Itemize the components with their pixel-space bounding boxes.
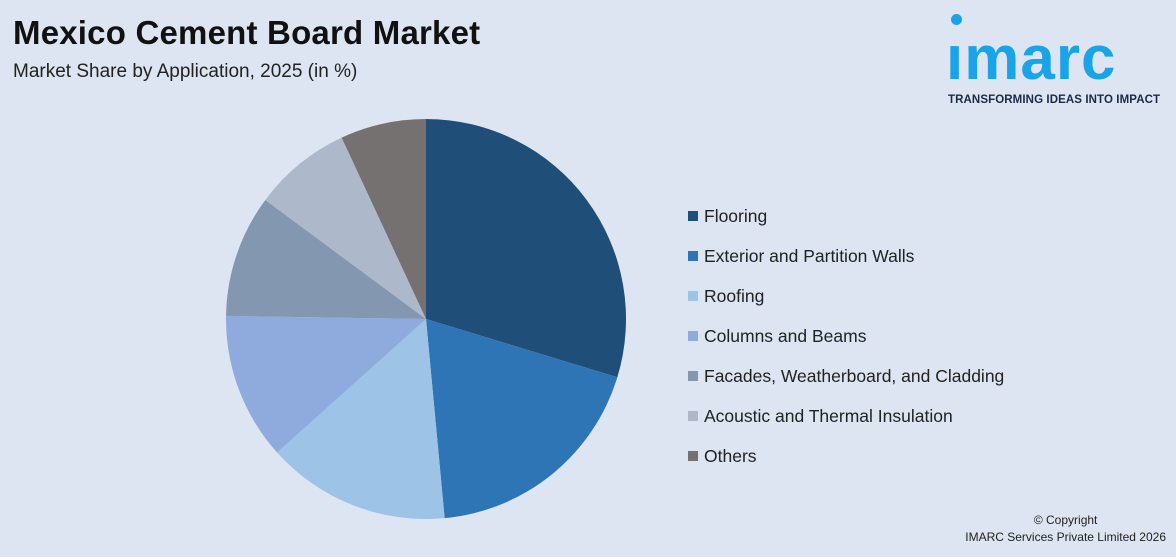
logo-dot-cover [949,32,967,46]
imarc-logo: imarc TRANSFORMING IDEAS INTO IMPACT [946,10,1172,110]
legend-item: Columns and Beams [688,316,1004,356]
legend-label: Roofing [704,285,765,306]
legend-swatch [688,451,698,461]
legend-label: Acoustic and Thermal Insulation [704,405,953,426]
pie-slice-flooring [426,119,626,378]
legend-label: Facades, Weatherboard, and Cladding [704,365,1005,386]
legend-swatch [688,371,698,381]
copyright-notice: © Copyright IMARC Services Private Limit… [965,512,1166,546]
pie-slice-columns-and-beams [226,315,426,453]
legend-item: Others [688,436,1004,476]
pie-slice-facades-weatherboard-and-cladding [226,199,426,319]
chart-legend: Flooring Exterior and Partition Walls Roof… [688,196,1004,476]
logo-wordmark: imarc [946,24,1117,93]
legend-label: Others [704,445,757,466]
legend-swatch [688,331,698,341]
logo-dot-icon [951,14,962,25]
legend-swatch [688,291,698,301]
chart-title: Mexico Cement Board Market [13,14,481,51]
pie-chart [226,119,626,519]
logo-tagline: TRANSFORMING IDEAS INTO IMPACT [948,94,1161,106]
pie-slice-roofing [277,319,445,519]
legend-swatch [688,411,698,421]
legend-label: Columns and Beams [704,325,867,346]
legend-item: Roofing [688,276,1004,316]
legend-item: Facades, Weatherboard, and Cladding [688,356,1004,396]
legend-item: Acoustic and Thermal Insulation [688,396,1004,436]
legend-item: Flooring [688,196,1004,236]
legend-item: Exterior and Partition Walls [688,236,1004,276]
pie-slice-exterior-and-partition-walls [426,319,618,519]
legend-swatch [688,251,698,261]
copyright-line: © Copyright [1033,513,1098,527]
chart-subtitle: Market Share by Application, 2025 (in %) [13,61,358,82]
legend-label: Flooring [704,205,768,226]
pie-slice-others [341,119,426,319]
copyright-company: IMARC Services Private Limited 2026 [965,530,1166,544]
pie-slice-acoustic-and-thermal-insulation [265,137,426,319]
legend-label: Exterior and Partition Walls [704,245,915,266]
legend-swatch [688,211,698,221]
